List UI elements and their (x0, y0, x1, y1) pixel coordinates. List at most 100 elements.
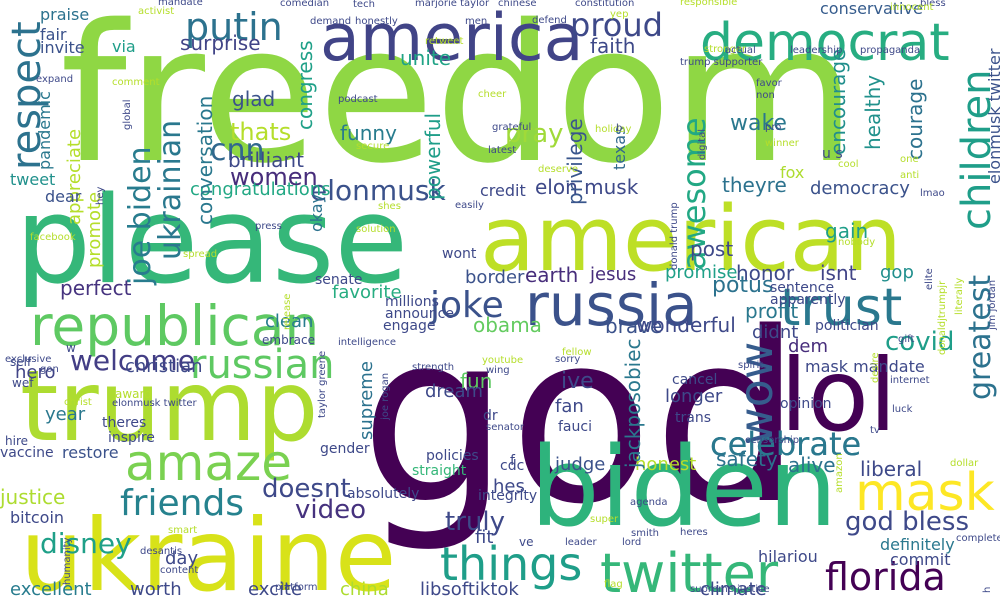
cloud-word: truly (445, 507, 505, 537)
cloud-word: things (440, 537, 582, 591)
cloud-word: wake (730, 111, 787, 136)
cloud-word: lmao (920, 188, 945, 199)
cloud-word: joe rogan (380, 373, 391, 421)
cloud-word: theyre (722, 173, 787, 197)
cloud-word: american (480, 187, 902, 292)
cloud-word: embrace (262, 333, 315, 347)
cloud-word: ive (561, 369, 594, 394)
cloud-word: sentence (770, 280, 834, 296)
cloud-word: promise (665, 262, 737, 283)
cloud-word: jackposobiec (621, 338, 645, 469)
cloud-word: apparently (770, 292, 846, 308)
cloud-word: strength (412, 362, 454, 373)
cloud-word: amaze (125, 434, 292, 492)
cloud-word: favor (756, 78, 783, 89)
cloud-word: wow (729, 342, 783, 445)
cloud-word: jesus (589, 264, 636, 285)
cloud-word: innocent (890, 2, 934, 13)
cloud-word: integrity (478, 488, 537, 504)
cloud-word: conversation (193, 96, 217, 225)
cloud-word: constitution (575, 0, 634, 9)
cloud-word: dollar (950, 458, 979, 469)
cloud-word: comment (112, 77, 160, 88)
cloud-word: didnt (752, 322, 798, 343)
cloud-word: russia (525, 271, 698, 339)
cloud-word: obama (473, 313, 542, 337)
cloud-word: doesnt (262, 474, 351, 504)
cloud-word: christ (64, 397, 92, 408)
cloud-word: supreme justice (690, 584, 770, 595)
cloud-word: elonmusk (310, 174, 446, 207)
cloud-word: florida (825, 555, 946, 599)
cloud-word: healthy (861, 75, 885, 150)
cloud-word: senator (486, 422, 525, 433)
cloud-word: youtube (482, 355, 523, 366)
cloud-word: liberal (860, 457, 922, 481)
cloud-word: leadership (790, 45, 842, 56)
cloud-word: trump supporter (680, 57, 763, 68)
cloud-word: god bless (845, 507, 969, 537)
cloud-word: platform (275, 582, 318, 593)
cloud-word: praise (40, 5, 89, 24)
cloud-word: encourage (826, 49, 850, 155)
cloud-word: glad (232, 87, 275, 111)
cloud-word: women (230, 163, 318, 191)
cloud-word: climate (700, 579, 767, 600)
cloud-word: stronger (704, 44, 747, 55)
cloud-word: greatest (963, 275, 998, 400)
cloud-word: bitcoin (10, 508, 64, 527)
cloud-word: faith (590, 34, 635, 58)
cloud-word: pray (505, 119, 564, 149)
cloud-word: brave (605, 314, 662, 338)
cloud-word: men (465, 16, 487, 27)
cloud-word: gain (825, 219, 868, 243)
cloud-word: freedom (60, 0, 857, 205)
cloud-word: celebrate (710, 425, 861, 463)
cloud-word: intelligence (338, 337, 396, 348)
cloud-word: wonderful (636, 313, 736, 337)
cloud-word: engage (383, 318, 435, 334)
cloud-word: hilariou (758, 547, 818, 566)
cloud-word: expand (36, 74, 73, 85)
cloud-word: elonmusk twitter (985, 48, 1000, 184)
cloud-word: defend (532, 15, 567, 26)
cloud-word: via (112, 37, 136, 56)
cloud-word: humanity (62, 537, 73, 585)
cloud-word: wef (12, 376, 34, 390)
cloud-word: completely (956, 533, 1000, 544)
cloud-word: demand (310, 16, 351, 27)
cloud-word: dr (483, 408, 498, 424)
cloud-word: brilliant (228, 148, 304, 172)
cloud-word: smith (631, 528, 659, 539)
cloud-word: friends (120, 483, 244, 524)
cloud-word: welcome (70, 344, 195, 377)
cloud-word: donaldjtrumpjr (937, 280, 948, 355)
cloud-word: podcast (338, 94, 378, 105)
cloud-word: anti (900, 170, 919, 181)
cloud-word: trust (780, 278, 902, 338)
cloud-word: restore (62, 443, 119, 462)
cloud-word: secure (356, 141, 389, 152)
cloud-word: chinese (498, 0, 536, 9)
cloud-word: safety (716, 447, 778, 471)
cloud-word: gift (898, 334, 914, 345)
cloud-word: desire (870, 352, 881, 383)
cloud-word: cool (838, 159, 859, 170)
cloud-word: spread (183, 249, 217, 260)
cloud-word: judge (554, 454, 605, 475)
cloud-word: justice (0, 485, 65, 509)
cloud-word: exclusive (5, 354, 51, 365)
cloud-word: flag (604, 579, 623, 590)
cloud-word: alive (788, 453, 836, 477)
cloud-word: honor (736, 261, 795, 285)
cloud-word: dream (425, 381, 483, 402)
cloud-word: joke (429, 285, 504, 326)
cloud-word: year (45, 404, 86, 425)
cloud-word: u s (822, 146, 843, 162)
cloud-word: video (295, 495, 366, 525)
cloud-word: fauci (558, 419, 592, 435)
cloud-word: earth (525, 263, 578, 287)
cloud-word: excite (248, 579, 302, 600)
cloud-word: twitter (600, 542, 779, 600)
